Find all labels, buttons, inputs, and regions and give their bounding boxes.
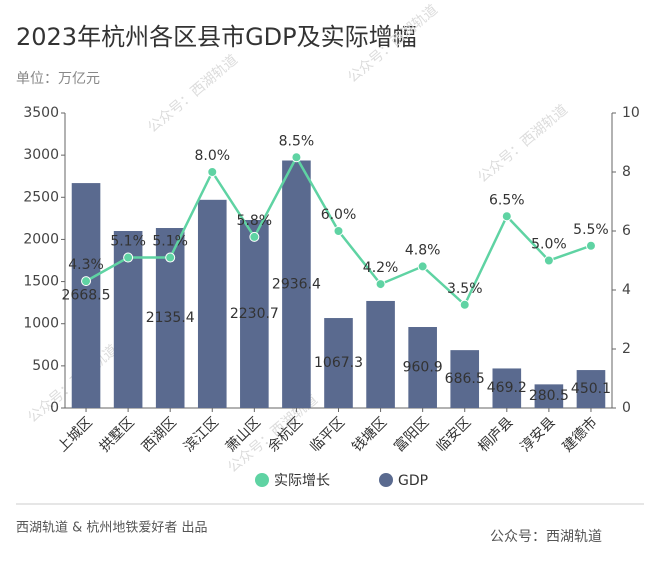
footer: 西湖轨道 & 杭州地铁爱好者 出品 bbox=[16, 521, 208, 536]
line-point bbox=[375, 279, 386, 290]
point-label: 3.5% bbox=[447, 281, 483, 297]
y-tick-label: 3500 bbox=[23, 105, 59, 121]
bar-label: 2936.4 bbox=[272, 276, 321, 292]
y-tick-label: 0 bbox=[50, 400, 59, 416]
point-label: 5.1% bbox=[110, 234, 146, 250]
bar-label: 960.9 bbox=[403, 360, 443, 376]
bar bbox=[450, 350, 480, 408]
bar bbox=[366, 300, 395, 408]
legend-label: 实际增长 bbox=[274, 473, 330, 489]
watermark: 公众号：西湖轨道 bbox=[490, 529, 602, 545]
point-label: 4.8% bbox=[405, 242, 441, 258]
line-point bbox=[459, 299, 470, 310]
point-label: 5.0% bbox=[531, 237, 567, 253]
bar bbox=[197, 199, 227, 408]
y2-tick-label: 0 bbox=[622, 400, 631, 416]
point-label: 6.5% bbox=[489, 192, 525, 208]
bar-label: 2135.4 bbox=[146, 310, 195, 326]
y-tick-label: 3000 bbox=[23, 147, 59, 163]
y-tick-label: 1500 bbox=[23, 274, 59, 290]
bar-label: 686.5 bbox=[445, 371, 485, 387]
y2-tick-label: 10 bbox=[622, 105, 640, 121]
point-label: 8.5% bbox=[279, 133, 315, 149]
bar-label: 450.1 bbox=[571, 381, 611, 397]
line-point bbox=[249, 231, 260, 242]
y-tick-label: 500 bbox=[32, 358, 59, 374]
bar-label: 280.5 bbox=[529, 388, 569, 404]
y-tick-label: 2500 bbox=[23, 189, 59, 205]
legend-swatch bbox=[379, 473, 393, 487]
line-point bbox=[543, 255, 554, 266]
y-tick-label: 2000 bbox=[23, 231, 59, 247]
chart-title: 2023年杭州各区县市GDP及实际增幅 bbox=[16, 23, 417, 51]
point-label: 8.0% bbox=[194, 148, 230, 164]
point-label: 4.3% bbox=[68, 257, 104, 273]
y2-tick-label: 6 bbox=[622, 223, 631, 239]
point-label: 5.1% bbox=[152, 234, 188, 250]
bar bbox=[282, 160, 311, 408]
bar bbox=[534, 384, 564, 408]
point-label: 5.5% bbox=[573, 222, 609, 238]
y2-tick-label: 8 bbox=[622, 164, 631, 180]
line-point bbox=[417, 261, 428, 272]
bar bbox=[71, 183, 101, 408]
point-label: 6.0% bbox=[321, 207, 357, 223]
line-point bbox=[501, 211, 512, 222]
line-point bbox=[207, 167, 218, 177]
point-label: 4.2% bbox=[363, 260, 399, 276]
bar-label: 2230.7 bbox=[230, 306, 279, 322]
y2-tick-label: 4 bbox=[622, 282, 631, 298]
line-point bbox=[333, 226, 344, 236]
bar-label: 469.2 bbox=[487, 380, 527, 396]
bar bbox=[324, 318, 353, 408]
line-point bbox=[165, 252, 176, 263]
line-point bbox=[81, 276, 92, 287]
y2-tick-label: 2 bbox=[622, 341, 631, 357]
bar-label: 2668.5 bbox=[62, 288, 111, 304]
bar-label: 1067.3 bbox=[314, 355, 363, 371]
point-label: 5.8% bbox=[237, 213, 273, 229]
line-point bbox=[291, 152, 302, 163]
legend-swatch bbox=[255, 473, 269, 487]
bar bbox=[576, 370, 606, 408]
bar bbox=[240, 219, 269, 408]
line-point bbox=[585, 240, 596, 251]
legend-label: GDP bbox=[398, 473, 428, 489]
bar bbox=[492, 368, 522, 408]
subtitle: 单位：万亿元 bbox=[16, 71, 100, 87]
y-tick-label: 1000 bbox=[23, 316, 59, 332]
line-point bbox=[123, 252, 134, 263]
bar bbox=[408, 327, 437, 408]
